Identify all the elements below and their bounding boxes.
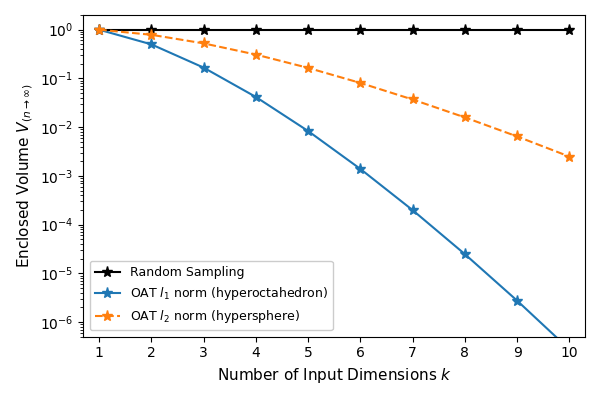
OAT $l_2$ norm (hypersphere) [566, 154, 573, 159]
OAT $l_1$ norm (hyperoctahedron) [514, 298, 521, 303]
OAT $l_2$ norm (hypersphere) [252, 52, 259, 57]
Random Sampling [514, 27, 521, 32]
Random Sampling [148, 27, 155, 32]
OAT $l_2$ norm (hypersphere) [357, 80, 364, 85]
Random Sampling [566, 27, 573, 32]
OAT $l_2$ norm (hypersphere) [200, 41, 207, 46]
Legend: Random Sampling, OAT $l_1$ norm (hyperoctahedron), OAT $l_2$ norm (hypersphere): Random Sampling, OAT $l_1$ norm (hyperoc… [89, 261, 333, 330]
Line: OAT $l_1$ norm (hyperoctahedron): OAT $l_1$ norm (hyperoctahedron) [94, 24, 575, 355]
Random Sampling [304, 27, 311, 32]
Random Sampling [409, 27, 416, 32]
OAT $l_1$ norm (hyperoctahedron) [461, 252, 469, 256]
OAT $l_2$ norm (hypersphere) [148, 32, 155, 37]
OAT $l_1$ norm (hyperoctahedron) [566, 347, 573, 352]
OAT $l_2$ norm (hypersphere) [95, 27, 103, 32]
Random Sampling [200, 27, 207, 32]
Random Sampling [357, 27, 364, 32]
OAT $l_1$ norm (hyperoctahedron) [200, 65, 207, 70]
Random Sampling [252, 27, 259, 32]
Line: OAT $l_2$ norm (hypersphere): OAT $l_2$ norm (hypersphere) [94, 24, 575, 162]
Line: Random Sampling: Random Sampling [94, 24, 575, 35]
X-axis label: Number of Input Dimensions $k$: Number of Input Dimensions $k$ [217, 366, 452, 385]
OAT $l_2$ norm (hypersphere) [514, 134, 521, 139]
Random Sampling [95, 27, 103, 32]
OAT $l_2$ norm (hypersphere) [304, 66, 311, 70]
OAT $l_1$ norm (hyperoctahedron) [409, 208, 416, 212]
OAT $l_1$ norm (hyperoctahedron) [252, 94, 259, 99]
OAT $l_2$ norm (hypersphere) [409, 97, 416, 102]
Y-axis label: Enclosed Volume $V_{(n\to\infty)}$: Enclosed Volume $V_{(n\to\infty)}$ [15, 84, 35, 268]
OAT $l_1$ norm (hyperoctahedron) [304, 128, 311, 133]
OAT $l_1$ norm (hyperoctahedron) [95, 27, 103, 32]
OAT $l_1$ norm (hyperoctahedron) [148, 42, 155, 47]
OAT $l_1$ norm (hyperoctahedron) [357, 166, 364, 171]
OAT $l_2$ norm (hypersphere) [461, 115, 469, 120]
Random Sampling [461, 27, 469, 32]
